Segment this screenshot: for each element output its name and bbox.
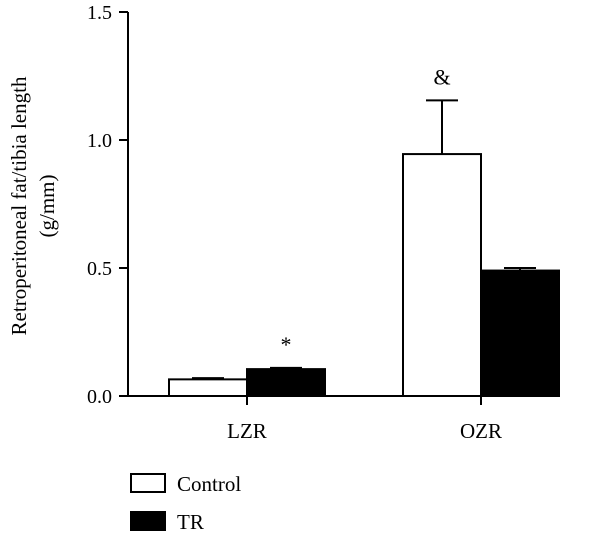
x-tick-label: OZR — [460, 419, 502, 443]
significance-annotation: * — [281, 332, 292, 357]
x-tick-label: LZR — [227, 419, 267, 443]
y-tick-label: 0.0 — [87, 386, 112, 408]
y-tick-label: 0.5 — [87, 258, 112, 280]
legend-label-tr: TR — [177, 510, 204, 534]
y-axis-label-line2: (g/mm) — [35, 175, 59, 238]
significance-annotation: & — [433, 64, 450, 89]
bar-tr-lzr — [246, 368, 326, 397]
bar-tr-ozr — [480, 269, 560, 397]
legend-swatch-tr — [130, 511, 166, 531]
y-tick-label: 1.0 — [87, 130, 112, 152]
y-tick-label: 1.5 — [87, 2, 112, 24]
bar-control-lzr — [168, 378, 248, 397]
y-axis-label-line1: Retroperitoneal fat/tibia length — [7, 76, 31, 335]
legend-swatch-control — [130, 473, 166, 493]
plot-area: 0.0 0.5 1.0 1.5 LZR OZR * & — [87, 2, 560, 443]
bar-control-ozr — [402, 153, 482, 397]
legend-label-control: Control — [177, 472, 241, 496]
legend: Control TR — [130, 472, 241, 534]
